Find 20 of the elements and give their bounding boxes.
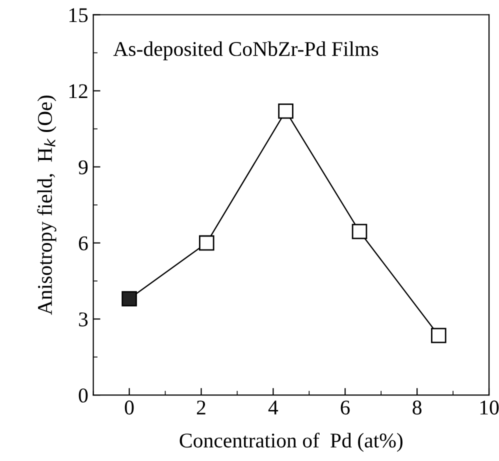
y-tick-label: 6 [78, 236, 88, 250]
point [278, 103, 294, 119]
x-tick-label: 6 [340, 400, 350, 415]
y-tick-label: 15 [69, 8, 88, 22]
x-tick-label: 4 [268, 400, 278, 414]
point [122, 291, 137, 306]
x-tick-label: 0 [124, 400, 134, 415]
x-tick-label: 2 [196, 400, 206, 414]
x-tick-label: 8 [412, 400, 422, 415]
x-tick-label: 10 [480, 400, 499, 415]
point [198, 235, 214, 251]
annotation: As-deposited CoNbZr-Pd Films [113, 41, 378, 60]
point [431, 328, 446, 344]
x-axis-title: Concentration of Pd (at%) [180, 432, 402, 452]
y-axis-title: Anisotropy field, H$_{k}$ (Oe) [37, 96, 56, 315]
y-tick-label: 3 [79, 312, 88, 326]
point [352, 224, 368, 240]
y-tick-label: 12 [69, 84, 88, 98]
y-tick-label: 9 [78, 160, 88, 174]
y-tick-label: 0 [78, 388, 88, 403]
